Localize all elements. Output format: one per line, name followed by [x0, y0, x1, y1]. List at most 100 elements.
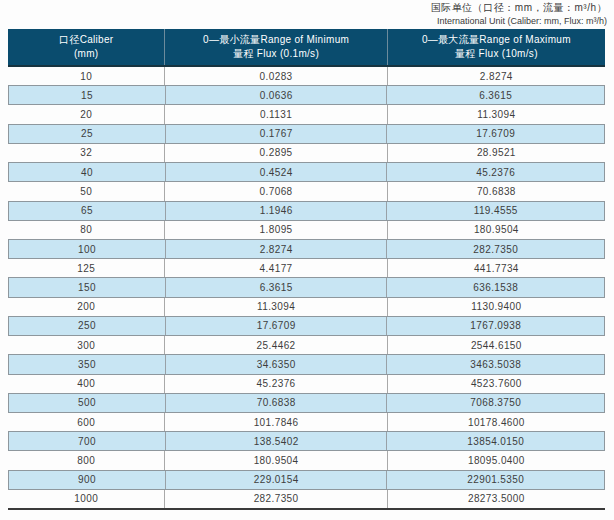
table-cell: 0.1131: [164, 105, 386, 123]
flux-range-table: 口径Caliber (mm) 0—最小流量Range of Minimum 量程…: [8, 29, 605, 510]
table-cell: 0.0283: [164, 67, 386, 85]
table-row: 30025.44622544.6150: [8, 336, 605, 354]
table-cell: 6.3615: [165, 278, 387, 296]
table-cell: 229.0154: [165, 471, 387, 489]
table-cell: 250: [9, 317, 165, 335]
table-cell: 0.2895: [164, 144, 386, 162]
table-cell: 282.7350: [386, 240, 604, 258]
table-cell: 900: [9, 471, 165, 489]
table-row: 50070.68387068.3750: [8, 393, 605, 413]
column-header-line2: (mm): [74, 47, 99, 62]
column-header-line1: 0—最小流量Range of Minimum: [203, 33, 349, 48]
table-cell: 180.9504: [387, 221, 605, 239]
table-cell: 200: [8, 298, 164, 316]
column-header-max-flux: 0—最大流量Range of Maximum 量程 Flux (10m/s): [387, 29, 605, 65]
table-cell: 2544.6150: [387, 336, 605, 354]
table-cell: 15: [9, 86, 165, 104]
table-row: 400.452445.2376: [8, 162, 605, 182]
table-cell: 45.2376: [386, 163, 604, 181]
table-cell: 80: [8, 221, 164, 239]
table-cell: 125: [8, 259, 164, 277]
table-row: 25017.67091767.0938: [8, 316, 605, 336]
column-header-line1: 口径Caliber: [59, 33, 113, 48]
table-row: 100.02832.8274: [8, 67, 605, 85]
table-row: 250.176717.6709: [8, 124, 605, 144]
table-cell: 45.2376: [164, 375, 386, 393]
unit-note-chinese: 国际单位（口径：mm，流量：m³/h）: [431, 1, 607, 15]
table-row: 800180.950418095.0400: [8, 451, 605, 469]
table-cell: 40: [9, 163, 165, 181]
table-cell: 28273.5000: [387, 490, 605, 508]
table-cell: 0.1767: [165, 125, 387, 143]
table-cell: 441.7734: [387, 259, 605, 277]
table-row: 20011.30941130.9400: [8, 298, 605, 316]
table-row: 1254.4177441.7734: [8, 259, 605, 277]
table-cell: 22901.5350: [386, 471, 604, 489]
table-cell: 1767.0938: [386, 317, 604, 335]
table-cell: 20: [8, 105, 164, 123]
table-cell: 1.8095: [164, 221, 386, 239]
column-header-caliber: 口径Caliber (mm): [8, 29, 164, 65]
table-cell: 0.7068: [164, 182, 386, 200]
table-cell: 1.1946: [165, 202, 387, 220]
table-cell: 400: [8, 375, 164, 393]
table-cell: 300: [8, 336, 164, 354]
table-cell: 3463.5038: [386, 355, 604, 373]
unit-note-english: International Unit (Caliber: mm, Flux: m…: [431, 15, 607, 27]
table-row: 500.706870.6838: [8, 182, 605, 200]
table-cell: 800: [8, 451, 164, 469]
table-cell: 28.9521: [387, 144, 605, 162]
table-cell: 636.1538: [386, 278, 604, 296]
table-cell: 350: [9, 355, 165, 373]
table-body: 100.02832.8274150.06366.3615200.113111.3…: [8, 67, 605, 508]
table-cell: 50: [8, 182, 164, 200]
table-cell: 4523.7600: [387, 375, 605, 393]
table-cell: 18095.0400: [387, 451, 605, 469]
table-cell: 119.4555: [386, 202, 604, 220]
table-cell: 0.0636: [165, 86, 387, 104]
table-row: 320.289528.9521: [8, 144, 605, 162]
table-row: 801.8095180.9504: [8, 221, 605, 239]
table-cell: 1130.9400: [387, 298, 605, 316]
table-row: 1002.8274282.7350: [8, 239, 605, 259]
table-cell: 2.8274: [165, 240, 387, 258]
table-cell: 600: [8, 413, 164, 431]
table-row: 35034.63503463.5038: [8, 354, 605, 374]
table-cell: 150: [9, 278, 165, 296]
table-cell: 34.6350: [165, 355, 387, 373]
table-cell: 11.3094: [164, 298, 386, 316]
table-cell: 180.9504: [164, 451, 386, 469]
table-cell: 101.7846: [164, 413, 386, 431]
table-row: 1000282.735028273.5000: [8, 490, 605, 508]
table-cell: 10: [8, 67, 164, 85]
table-cell: 32: [8, 144, 164, 162]
table-cell: 17.6709: [165, 317, 387, 335]
column-header-line2: 量程 Flux (0.1m/s): [233, 47, 319, 62]
table-cell: 700: [9, 432, 165, 450]
table-cell: 0.4524: [165, 163, 387, 181]
table-row: 651.1946119.4555: [8, 201, 605, 221]
table-row: 600101.784610178.4600: [8, 413, 605, 431]
column-header-line2: 量程 Flux (10m/s): [455, 47, 538, 62]
table-cell: 70.6838: [387, 182, 605, 200]
table-row: 900229.015422901.5350: [8, 470, 605, 490]
table-cell: 100: [9, 240, 165, 258]
table-cell: 25.4462: [164, 336, 386, 354]
table-cell: 4.4177: [164, 259, 386, 277]
table-cell: 7068.3750: [386, 394, 604, 412]
table-cell: 500: [9, 394, 165, 412]
table-cell: 13854.0150: [386, 432, 604, 450]
table-header-row: 口径Caliber (mm) 0—最小流量Range of Minimum 量程…: [8, 29, 605, 67]
table-cell: 65: [9, 202, 165, 220]
table-cell: 6.3615: [386, 86, 604, 104]
table-cell: 17.6709: [386, 125, 604, 143]
table-cell: 138.5402: [165, 432, 387, 450]
table-cell: 1000: [8, 490, 164, 508]
table-cell: 70.6838: [165, 394, 387, 412]
table-row: 200.113111.3094: [8, 105, 605, 123]
column-header-line1: 0—最大流量Range of Maximum: [422, 33, 571, 48]
table-cell: 11.3094: [387, 105, 605, 123]
table-cell: 25: [9, 125, 165, 143]
table-cell: 282.7350: [164, 490, 386, 508]
datasheet-page: 国际单位（口径：mm，流量：m³/h） International Unit (…: [0, 0, 614, 520]
